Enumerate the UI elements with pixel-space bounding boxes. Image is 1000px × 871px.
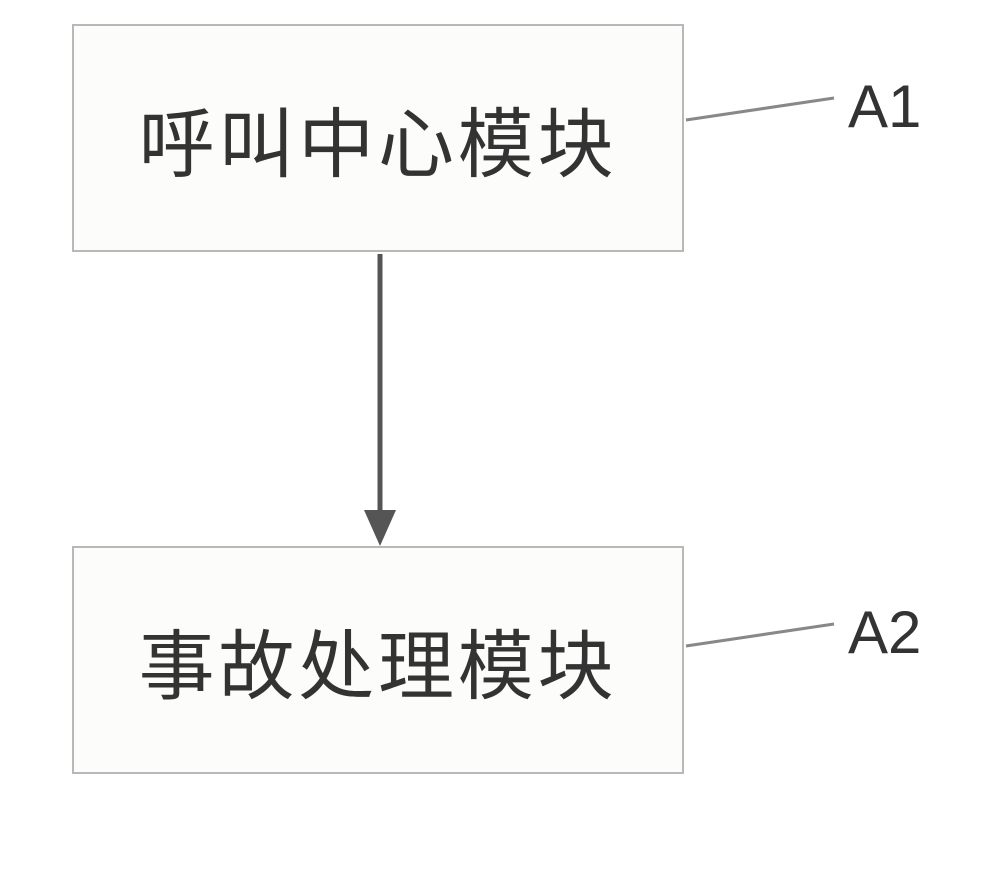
edge-a1-a2 (352, 252, 408, 550)
leader-line-a2 (684, 616, 844, 656)
node-box-a1: 呼叫中心模块 (72, 24, 684, 252)
node-text-a1: 呼叫中心模块 (139, 83, 618, 193)
node-box-a2: 事故处理模块 (72, 546, 684, 774)
node-label-a2: A2 (848, 598, 921, 667)
leader-line-a1 (684, 90, 844, 130)
node-text-a2: 事故处理模块 (139, 605, 618, 715)
node-label-a1: A1 (848, 72, 921, 141)
